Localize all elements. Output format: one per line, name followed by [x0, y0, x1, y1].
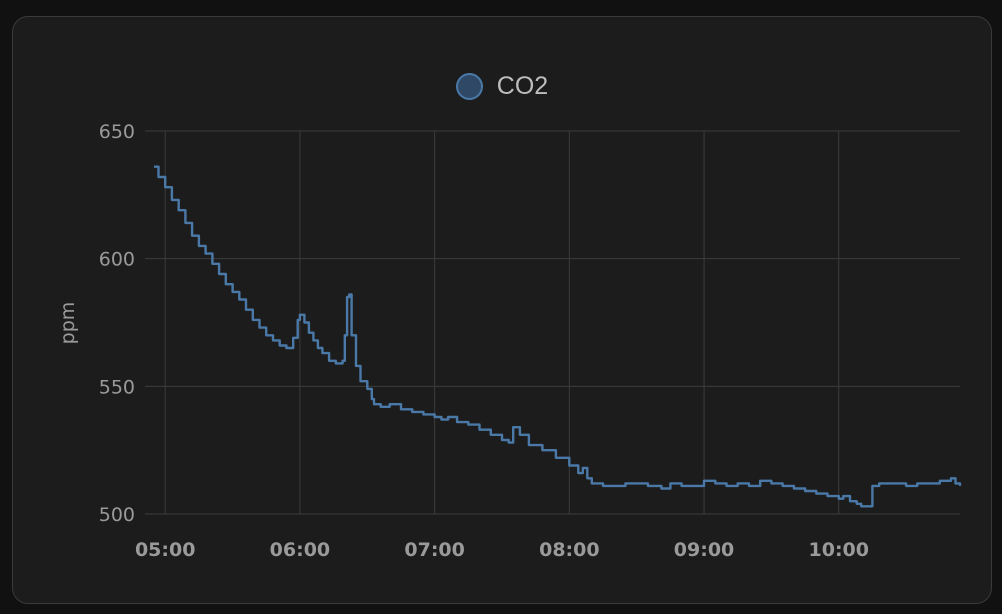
legend-swatch-co2[interactable]: [455, 73, 483, 100]
y-axis-title: ppm: [57, 302, 79, 345]
y-tick-label-550: 550: [99, 376, 135, 398]
y-tick-label-500: 500: [99, 504, 135, 526]
legend-label-co2[interactable]: CO2: [496, 72, 549, 100]
x-tick-label-0600: 06:00: [270, 539, 330, 561]
x-tick-label-0700: 07:00: [404, 539, 464, 561]
y-tick-labels: 500 550 600 650: [99, 121, 135, 526]
chart-legend[interactable]: CO2: [13, 72, 991, 101]
chart-grid: [145, 130, 960, 515]
y-tick-label-600: 600: [99, 249, 135, 271]
series-line-co2[interactable]: [154, 165, 962, 508]
x-tick-labels: 05:00 06:00 07:00 08:00 09:00 10:00: [135, 539, 869, 561]
x-tick-label-1000: 10:00: [809, 539, 869, 561]
x-tick-label-0900: 09:00: [674, 539, 734, 561]
chart-series: [154, 165, 962, 508]
x-tick-label-0800: 08:00: [539, 539, 599, 561]
x-tick-label-0500: 05:00: [135, 539, 195, 561]
chart-card: CO2: [12, 16, 992, 604]
y-tick-label-650: 650: [99, 121, 135, 143]
